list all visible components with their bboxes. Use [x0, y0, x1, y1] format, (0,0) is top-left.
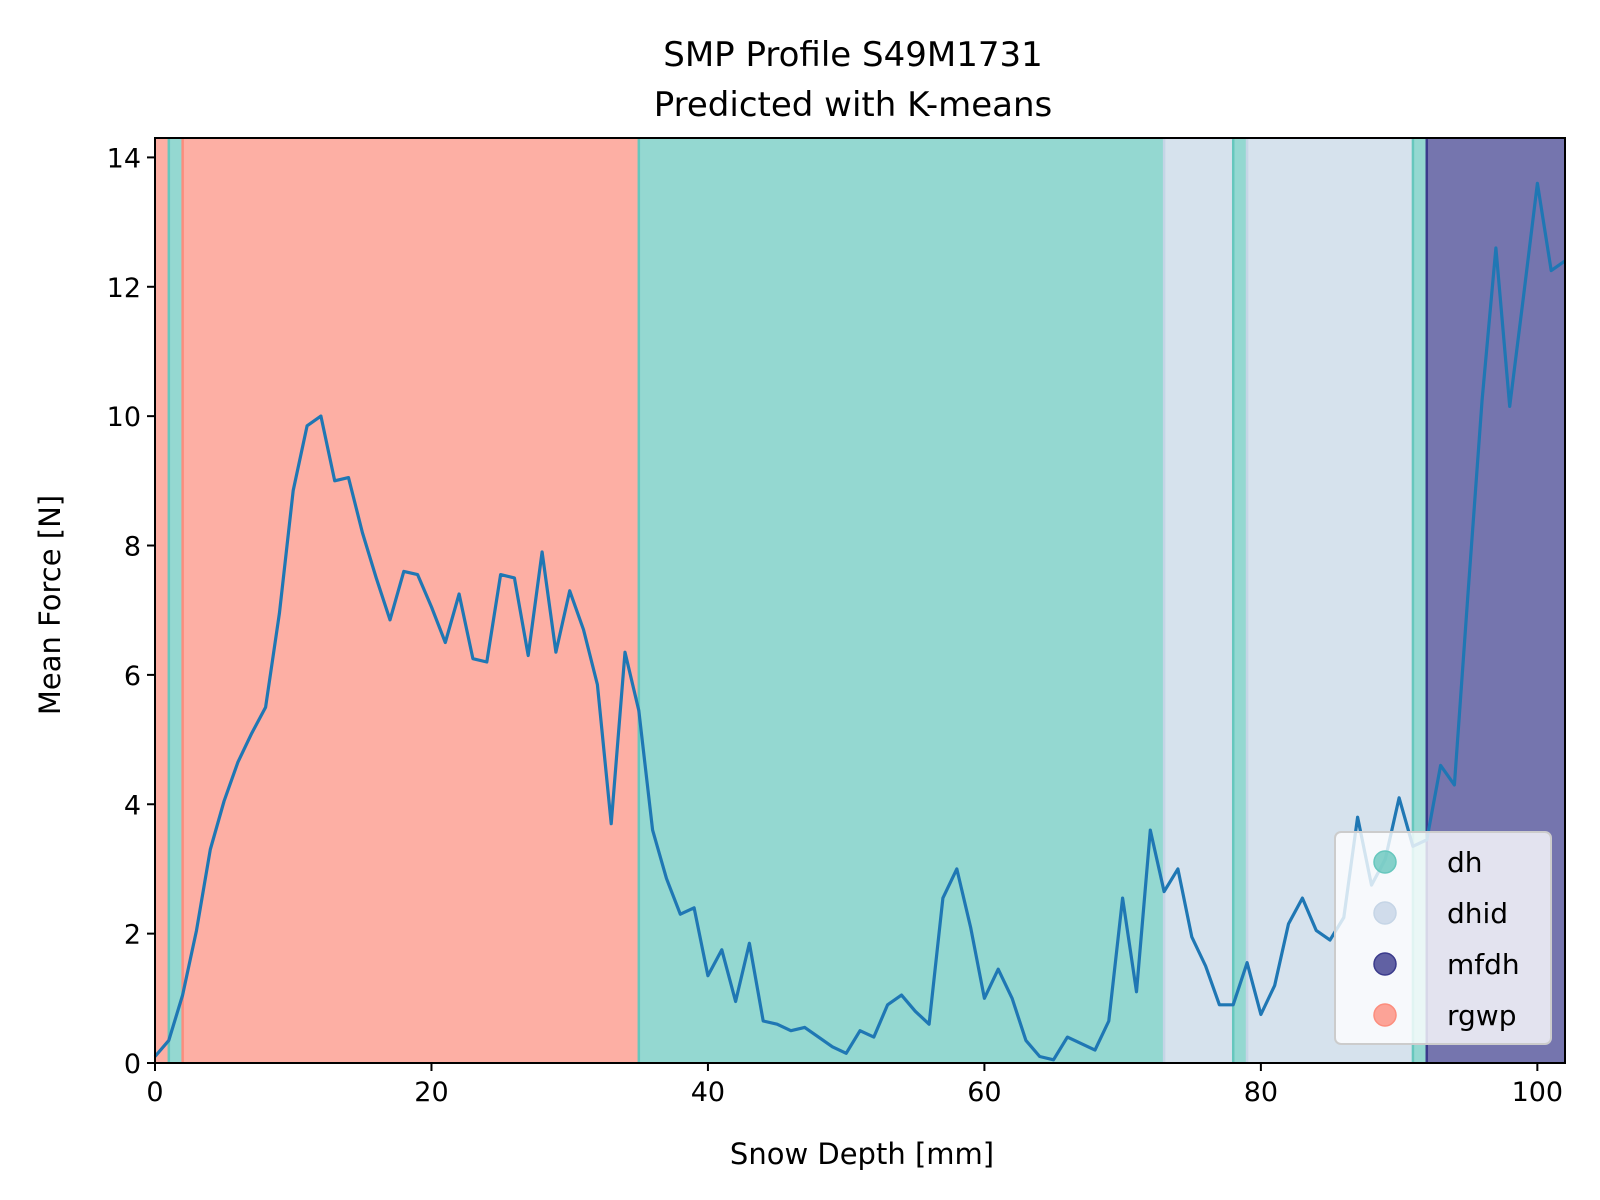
- legend-label-mfdh: mfdh: [1447, 948, 1520, 981]
- segment-dhid: [1164, 138, 1234, 1063]
- segment-rgwp: [182, 138, 639, 1063]
- segment-dh: [1233, 138, 1248, 1063]
- y-tick-label: 4: [124, 790, 141, 821]
- x-axis-label: Snow Depth [mm]: [730, 1137, 994, 1171]
- legend-marker-rgwp: [1373, 1003, 1397, 1027]
- y-tick-label: 10: [107, 402, 141, 433]
- legend-marker-mfdh: [1373, 952, 1397, 976]
- x-tick-label: 60: [967, 1077, 1001, 1108]
- plot-frame: [154, 137, 1566, 1064]
- legend: dh dhid mfdh rgwp: [1334, 831, 1552, 1045]
- series-line: [153, 181, 1566, 1062]
- x-axis: 0 20 40 60 80 100: [146, 1063, 1563, 1108]
- x-tick-label: 20: [414, 1077, 448, 1108]
- legend-marker-dhid: [1373, 901, 1397, 925]
- series-layer: [153, 181, 1566, 1062]
- y-tick-label: 2: [124, 920, 141, 951]
- y-axis: 0 2 4 6 8 10 12 14: [107, 143, 155, 1080]
- y-tick-label: 6: [124, 661, 141, 692]
- x-tick-label: 80: [1244, 1077, 1278, 1108]
- segment-rgwp: [155, 138, 169, 1063]
- x-tick-label: 100: [1512, 1077, 1564, 1108]
- legend-label-dhid: dhid: [1447, 897, 1508, 930]
- legend-label-rgwp: rgwp: [1447, 999, 1516, 1032]
- y-tick-label: 12: [107, 273, 141, 304]
- x-tick-label: 40: [691, 1077, 725, 1108]
- chart-subtitle: Predicted with K-means: [654, 85, 1053, 125]
- legend-box: [1334, 831, 1552, 1045]
- y-tick-label: 8: [124, 532, 141, 563]
- segment-dh: [638, 138, 1165, 1063]
- chart-title: SMP Profile S49M1731: [663, 35, 1042, 75]
- x-tick-label: 0: [146, 1077, 163, 1108]
- y-tick-label: 14: [107, 143, 141, 174]
- y-tick-label: 0: [124, 1049, 141, 1080]
- y-axis-label: Mean Force [N]: [33, 495, 67, 715]
- legend-marker-dh: [1373, 850, 1397, 874]
- legend-label-dh: dh: [1447, 846, 1483, 879]
- segment-dh: [168, 138, 183, 1063]
